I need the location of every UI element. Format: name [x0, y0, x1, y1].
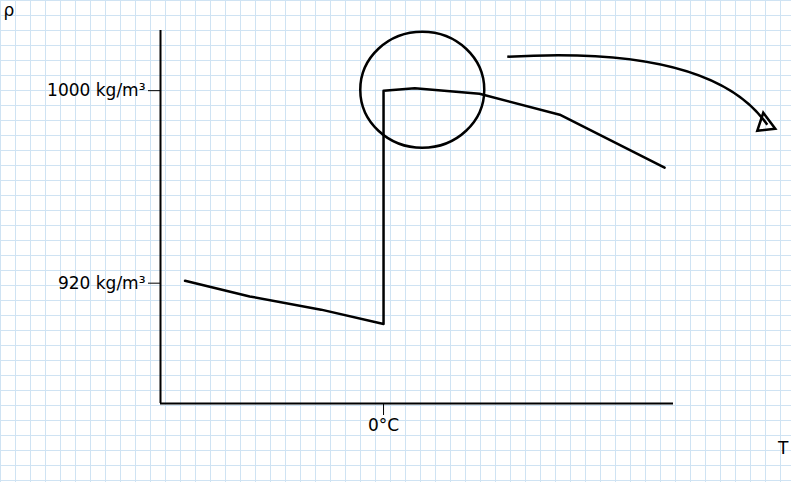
svg-text:T: T: [777, 438, 789, 458]
svg-text:0°C: 0°C: [368, 415, 399, 435]
svg-text:ρ: ρ: [4, 0, 15, 20]
svg-text:1000 kg/m³: 1000 kg/m³: [47, 80, 145, 100]
svg-text:920 kg/m³: 920 kg/m³: [58, 273, 146, 293]
